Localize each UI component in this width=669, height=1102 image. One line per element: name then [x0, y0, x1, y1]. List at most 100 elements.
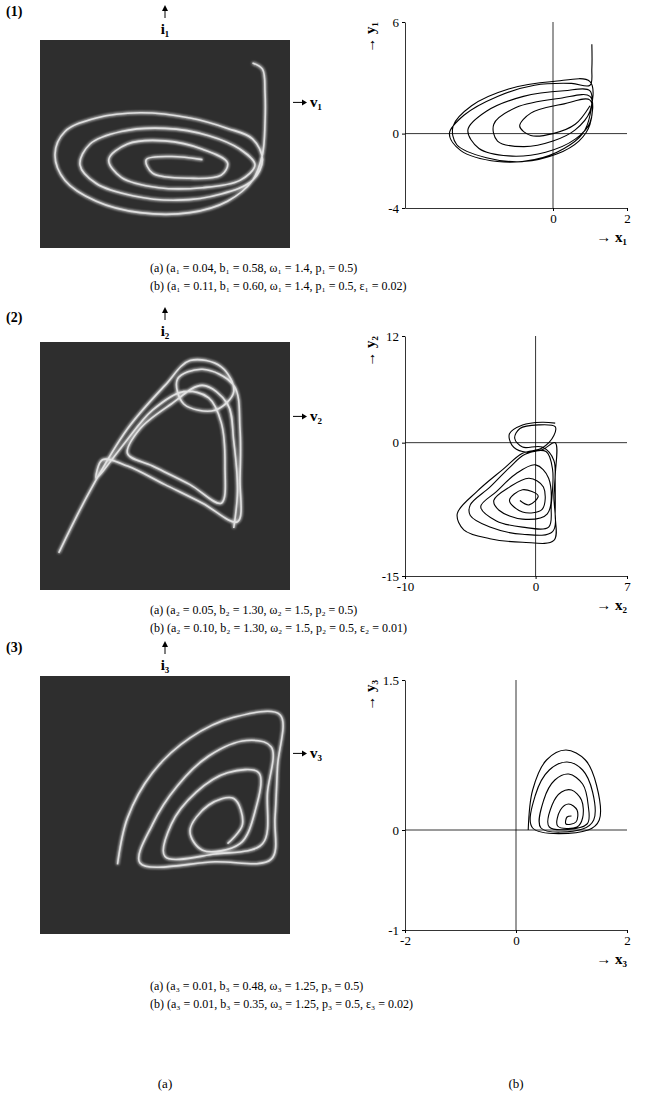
figure: v₁i₁02-406→ x₁→ y₁v₂i₂-1007-15012→ x₂→ y… [0, 0, 669, 1102]
y-tick: 0 [393, 435, 406, 450]
arrow-head [162, 5, 168, 11]
plot-panel: 02-406→ x₁→ y₁ [362, 15, 631, 245]
y-tick-label: 12 [386, 329, 399, 344]
x-axis: 02 [406, 208, 631, 226]
row-label: (3) [6, 640, 23, 656]
arrow-head [302, 99, 307, 105]
marks [55, 63, 265, 214]
x-axis-title: → x₃ [596, 951, 627, 967]
y-tick-label: 0 [393, 823, 400, 838]
plot-panel: -1007-15012→ x₂→ y₂ [362, 329, 631, 613]
y-tick-mark [402, 576, 405, 577]
x-tick-label: -10 [397, 579, 414, 594]
x-tick: 0 [550, 208, 557, 226]
axis-title: i₁ [161, 21, 170, 37]
y-tick: 0 [393, 126, 406, 141]
y-tick-mark [402, 22, 405, 23]
marks [59, 360, 241, 553]
caption: (b) (a₁ = 0.11, b₁ = 0.60, ω₁ = 1.4, p₁ … [150, 279, 407, 293]
x-axis-line [406, 576, 628, 577]
x-tick-label: 7 [624, 579, 631, 594]
x-axis: -10 0 7 [397, 576, 631, 594]
x-tick: 2 [624, 208, 631, 226]
y-tick-mark [402, 930, 405, 931]
trace-glow [59, 360, 241, 553]
caption: (a) (a₁ = 0.04, b₁ = 0.58, ω₁ = 1.4, p₁ … [150, 261, 357, 275]
x-tick: 2 [624, 930, 631, 948]
y-tick: -15 [382, 569, 405, 584]
marks [449, 44, 593, 162]
arrow-head [162, 307, 168, 313]
caption: (b) (a₃ = 0.01, b₃ = 0.35, ω₃ = 1.25, p₃… [150, 997, 413, 1011]
axis-title: v₂ [310, 408, 323, 424]
y-tick-mark [402, 134, 405, 135]
y-axis-title: → y₃ [362, 680, 378, 711]
arrow-head [302, 750, 307, 756]
photo-background [40, 40, 290, 248]
marks [118, 711, 284, 867]
zero-line [405, 830, 627, 831]
row-label: (2) [6, 310, 23, 326]
y-tick-label: 6 [393, 15, 400, 30]
attractor-line [457, 422, 557, 543]
x-tick-label: -2 [400, 933, 411, 948]
arrow-head [302, 413, 307, 419]
x-tick: -2 [400, 930, 411, 948]
row-label: (1) [6, 4, 23, 20]
oscilloscope-panel: v₂ i₂ [40, 307, 323, 590]
x-axis: -2 0 2 [400, 930, 631, 948]
y-axis: -4 0 6 [388, 15, 405, 216]
y-tick-mark [402, 208, 405, 209]
x-axis-line [406, 208, 628, 209]
y-tick-mark [402, 336, 405, 337]
y-tick-mark [402, 443, 405, 444]
x-tick-label: 0 [533, 579, 540, 594]
marks [528, 750, 600, 834]
y-tick: 6 [393, 15, 406, 30]
caption: (a) (a₃ = 0.01, b₃ = 0.48, ω₃ = 1.25, p₃… [150, 979, 363, 993]
plot-panel: -2 0 2 -1 0 1.5 → x₃ → y₃ [362, 673, 631, 967]
figure-svg: v₁i₁02-406→ x₁→ y₁v₂i₂-1007-15012→ x₂→ y… [0, 0, 669, 1102]
caption: (a) (a₂ = 0.05, b₂ = 1.30, ω₂ = 1.5, p₂ … [150, 603, 357, 617]
x-tick: -10 [397, 576, 414, 594]
zero-line [516, 680, 517, 930]
y-axis-line [405, 23, 406, 209]
oscilloscope-panel: v₃ i₃ [40, 641, 323, 934]
x-tick: 7 [624, 576, 631, 594]
x-tick-label: 2 [624, 933, 631, 948]
y-axis-line [405, 337, 406, 577]
column-label: (b) [508, 1076, 523, 1091]
zero-line [553, 22, 554, 208]
y-axis: -1 0 1.5 [383, 673, 406, 938]
axis-title: i₃ [161, 657, 170, 673]
trace-glow [55, 63, 265, 214]
photo-background [40, 342, 290, 590]
y-tick-mark [402, 830, 405, 831]
axis-title: v₁ [310, 94, 322, 110]
axis-title: v₃ [310, 745, 323, 761]
attractor-line [449, 44, 593, 162]
y-tick-mark [402, 680, 405, 681]
y-axis-title: → y₁ [362, 22, 378, 53]
x-tick-label: 0 [513, 933, 520, 948]
y-tick-label: -4 [388, 201, 399, 216]
y-axis: -15 0 12 [382, 329, 406, 584]
y-tick-label: 0 [393, 126, 400, 141]
x-axis-title: → x₁ [596, 229, 627, 245]
caption: (b) (a₂ = 0.10, b₂ = 1.30, ω₂ = 1.5, p₂ … [150, 621, 407, 635]
y-tick: -1 [388, 923, 405, 938]
axis-title: i₂ [161, 323, 170, 339]
x-axis-title: → x₂ [596, 597, 627, 613]
x-tick-label: 0 [550, 211, 557, 226]
arrow-head [162, 641, 168, 647]
trace-glow [118, 711, 284, 867]
y-tick: 1.5 [383, 673, 405, 688]
y-tick: 0 [393, 823, 406, 838]
zero-line [535, 336, 536, 576]
y-axis-line [405, 681, 406, 931]
column-label: (a) [158, 1076, 172, 1091]
y-tick: -4 [388, 201, 405, 216]
y-tick-label: 1.5 [383, 673, 399, 688]
y-tick-label: 0 [393, 435, 400, 450]
x-tick: 0 [533, 576, 540, 594]
